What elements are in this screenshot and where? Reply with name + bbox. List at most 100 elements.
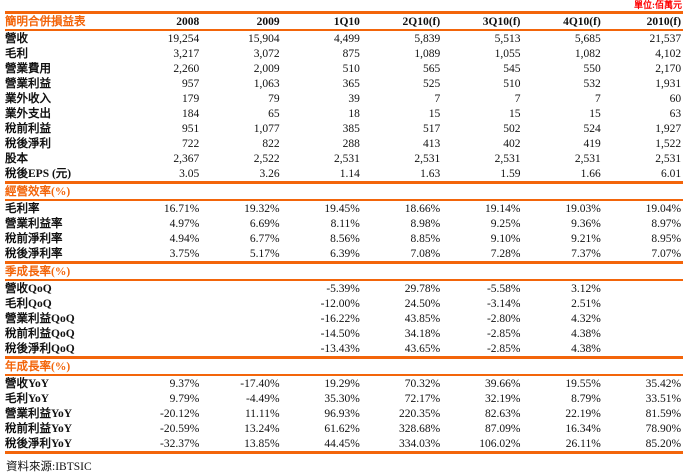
table-cell: 29.78% xyxy=(404,282,441,295)
table-cell: 328.68% xyxy=(398,422,441,435)
table-cell: 545 xyxy=(503,62,521,75)
table-row-operating-income-qoq: 營業利益QoQ -16.22% 43.85% -2.80% 4.32% xyxy=(5,311,683,326)
row-label: 稅前淨利率 xyxy=(5,232,63,245)
table-cell: 1,055 xyxy=(494,47,521,60)
table-cell: 43.85% xyxy=(404,312,441,325)
table-cell: 24.50% xyxy=(404,297,441,310)
table-cell: 413 xyxy=(422,137,441,150)
table-cell: 2,531 xyxy=(574,152,601,165)
table-row-operating-income: 營業利益 957 1,063 365 525 510 532 1,931 xyxy=(5,76,683,91)
section-header-row: 季成長率(%) xyxy=(5,262,684,280)
column-header-2009: 2009 xyxy=(256,15,280,28)
table-cell: 1.59 xyxy=(500,167,521,180)
table-cell: 8.95% xyxy=(651,232,682,245)
table-cell: 33.51% xyxy=(645,392,682,405)
table-cell: -14.50% xyxy=(320,327,360,340)
table-cell xyxy=(603,326,683,341)
table-cell: 2,531 xyxy=(655,152,682,165)
table-cell: 19.32% xyxy=(244,202,280,215)
table-cell: 18.66% xyxy=(404,202,441,215)
table-cell: 288 xyxy=(342,137,360,150)
row-label: 營業費用 xyxy=(5,62,51,75)
table-cell: 13.24% xyxy=(244,422,280,435)
table-cell xyxy=(201,326,281,341)
table-cell: 81.59% xyxy=(645,407,682,420)
table-cell: 19.14% xyxy=(485,202,521,215)
table-cell: 7.07% xyxy=(651,247,682,260)
table-cell: 39 xyxy=(348,92,360,105)
table-header-row: 簡明合併損益表 2008 2009 1Q10 2Q10(f) 3Q10(f) 4… xyxy=(5,12,684,30)
row-label: 稅前利益YoY xyxy=(5,422,73,435)
table-cell: 7 xyxy=(434,92,441,105)
table-row-capital: 股本 2,367 2,522 2,531 2,531 2,531 2,531 2,531 xyxy=(5,151,683,166)
row-label: 稅後淨利率 xyxy=(5,247,63,260)
table-cell: 2,170 xyxy=(655,62,682,75)
table-cell xyxy=(121,311,201,326)
table-cell xyxy=(201,341,281,358)
table-cell: 510 xyxy=(342,62,360,75)
table-cell: 18 xyxy=(348,107,360,120)
table-cell: 4.32% xyxy=(571,312,601,325)
table-cell: -20.12% xyxy=(160,407,200,420)
table-cell: 3,217 xyxy=(173,47,200,60)
table-cell: 5.17% xyxy=(249,247,280,260)
table-cell: 822 xyxy=(262,137,280,150)
table-cell: 6.01 xyxy=(660,167,682,180)
row-label: 稅後淨利 xyxy=(5,137,51,150)
table-cell: 8.98% xyxy=(410,217,441,230)
table-cell: 1.63 xyxy=(420,167,441,180)
table-cell: 402 xyxy=(503,137,521,150)
table-cell: 85.20% xyxy=(645,437,682,450)
table-cell: 19.04% xyxy=(645,202,682,215)
table-cell xyxy=(121,341,201,358)
table-cell: 32.19% xyxy=(485,392,521,405)
table-cell: 1,927 xyxy=(655,122,682,135)
table-cell: 1,089 xyxy=(414,47,441,60)
table-cell: 78.90% xyxy=(645,422,682,435)
table-cell: 15 xyxy=(508,107,521,120)
table-cell: 2,531 xyxy=(494,152,521,165)
table-cell: 532 xyxy=(583,77,601,90)
table-cell: 875 xyxy=(342,47,360,60)
section-income-statement: 營收 19,254 15,904 4,499 5,839 5,513 5,685 21,537… xyxy=(5,30,683,183)
table-cell: 9.10% xyxy=(490,232,521,245)
table-cell: 6.69% xyxy=(249,217,280,230)
table-cell: 60 xyxy=(669,92,682,105)
table-row-net-income-qoq: 稅後淨利QoQ -13.43% 43.65% -2.85% 4.38% xyxy=(5,341,683,358)
table-cell xyxy=(603,280,683,296)
table-cell: 1,063 xyxy=(253,77,280,90)
table-row-non-operating-income: 業外收入 179 79 39 7 7 7 60 xyxy=(5,91,683,106)
table-title: 簡明合併損益表 xyxy=(5,15,86,28)
table-cell: 9.21% xyxy=(571,232,601,245)
table-cell: 365 xyxy=(342,77,360,90)
table-cell: 19.55% xyxy=(565,377,601,390)
table-cell: 21,537 xyxy=(649,32,682,45)
table-cell: -17.40% xyxy=(240,377,280,390)
table-cell: 72.17% xyxy=(404,392,441,405)
row-label: 營收 xyxy=(5,32,28,45)
table-cell: 7.28% xyxy=(490,247,521,260)
section-header: 年成長率(%) xyxy=(5,360,71,373)
table-cell: 179 xyxy=(182,92,200,105)
table-cell: 4.94% xyxy=(169,232,200,245)
table-cell: 385 xyxy=(342,122,360,135)
table-row-pretax-income-yoy: 稅前利益YoY -20.59% 13.24% 61.62% 328.68% 87.09% 1… xyxy=(5,421,683,436)
table-cell xyxy=(603,311,683,326)
table-cell: -3.14% xyxy=(486,297,521,310)
row-label: 營業利益QoQ xyxy=(5,312,75,325)
table-cell: 9.79% xyxy=(169,392,200,405)
table-row-gross-profit: 毛利 3,217 3,072 875 1,089 1,055 1,082 4,102 xyxy=(5,46,683,61)
row-label: 業外收入 xyxy=(5,92,51,105)
table-cell xyxy=(121,326,201,341)
row-label: 毛利YoY xyxy=(5,392,50,405)
row-label: 毛利 xyxy=(5,47,28,60)
table-row-operating-margin: 營業利益率 4.97% 6.69% 8.11% 8.98% 9.25% 9.36% 8.97% xyxy=(5,216,683,231)
table-cell: 16.71% xyxy=(163,202,200,215)
table-cell: 2,522 xyxy=(253,152,280,165)
table-cell: 1.66 xyxy=(580,167,601,180)
column-header-2q10f: 2Q10(f) xyxy=(402,15,441,28)
table-row-revenue-yoy: 營收YoY 9.37% -17.40% 19.29% 70.32% 39.66% 19.55… xyxy=(5,375,683,391)
table-cell: 4,499 xyxy=(334,32,360,45)
table-cell: 524 xyxy=(583,122,601,135)
table-cell: 6.77% xyxy=(249,232,280,245)
